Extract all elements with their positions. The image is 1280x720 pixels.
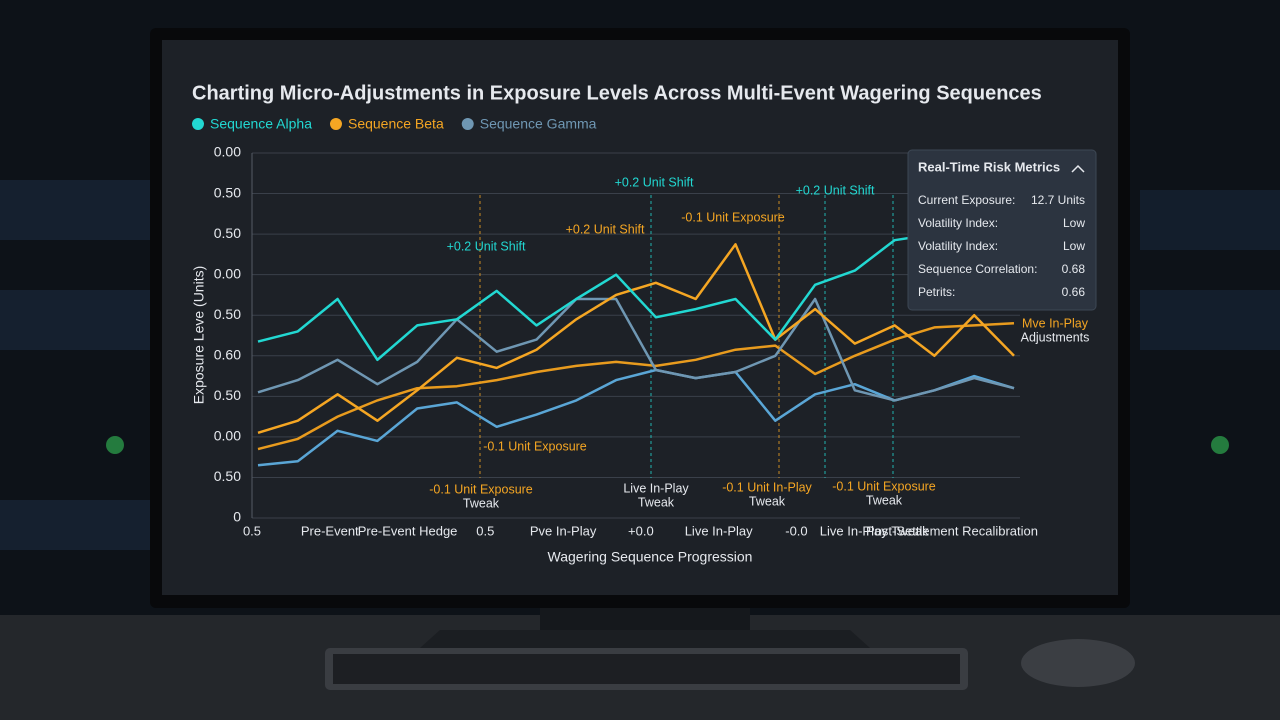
annotation: Mve In-Play: [1022, 316, 1089, 330]
annotation: Tweak: [749, 494, 786, 508]
legend-label: Sequence Gamma: [480, 116, 597, 132]
y-tick-label: 0.50: [214, 184, 241, 200]
metric-value: 12.7 Units: [1031, 193, 1085, 207]
x-tick-label: Live In-Play: [685, 523, 753, 538]
x-tick-label: 0.5: [243, 523, 261, 538]
series-line: [257, 297, 1015, 402]
x-tick-label: 0.5: [476, 523, 494, 538]
metric-label: Petrits:: [918, 285, 955, 299]
legend-label: Sequence Alpha: [210, 116, 312, 132]
metric-value: 0.68: [1062, 262, 1086, 276]
annotation: +0.2 Unit Shift: [566, 222, 645, 236]
y-tick-label: 0.50: [214, 387, 241, 403]
annotation: -0.1 Unit Exposure: [429, 482, 533, 496]
risk-panel: Real-Time Risk Metrics Current Exposure:…: [907, 149, 1097, 311]
metric-label: Volatility Index:: [918, 216, 998, 230]
metric-label: Sequence Correlation:: [918, 262, 1037, 276]
annotation: Adjustments: [1021, 330, 1090, 344]
annotation: Tweak: [638, 495, 675, 509]
panel-title: Real-Time Risk Metrics: [918, 159, 1060, 174]
legend-marker: [329, 118, 342, 130]
x-tick-label: Pre-Event: [301, 523, 359, 538]
series-line: [257, 322, 1015, 451]
y-tick-label: 0.50: [214, 468, 241, 484]
x-tick-label: Pve In-Play: [530, 523, 597, 538]
y-tick-label: 0.60: [214, 346, 241, 362]
annotation: -0.1 Unit Exposure: [681, 210, 785, 224]
annotation: +0.2 Unit Shift: [447, 239, 526, 253]
y-tick-label: 0.50: [214, 306, 241, 322]
y-tick-label: 0.50: [214, 225, 241, 241]
y-axis-title: Exposure Leve (Units): [191, 266, 207, 405]
annotation: Live In-Play: [623, 481, 689, 495]
x-axis-title: Wagering Sequence Progression: [548, 549, 753, 565]
metric-value: Low: [1063, 239, 1085, 253]
annotation: +0.2 Unit Shift: [615, 175, 694, 189]
y-tick-label: 0.00: [214, 428, 241, 444]
annotation: Tweak: [866, 493, 903, 507]
legend-marker: [461, 118, 474, 130]
x-tick-label: Pre-Event Hedge: [358, 523, 458, 538]
legend-marker: [192, 118, 204, 130]
metric-label: Volatility Index:: [918, 239, 998, 253]
series-line: [257, 243, 1015, 434]
y-tick-label: 0: [233, 509, 241, 525]
metric-label: Current Exposure:: [918, 193, 1015, 207]
x-tick-label: Post-Settlement Recalibration: [866, 523, 1038, 538]
x-tick-label: -0.0: [785, 523, 807, 538]
metric-value: Low: [1063, 216, 1085, 230]
annotation: -0.1 Unit In-Play: [722, 480, 812, 494]
series-line: [257, 232, 1015, 362]
annotation: -0.1 Unit Exposure: [483, 439, 587, 453]
screen: [162, 40, 1118, 595]
x-tick-label: Live In-Play Tweak: [820, 523, 929, 538]
metric-value: 0.66: [1062, 285, 1086, 299]
annotation: +0.2 Unit Shift: [796, 183, 875, 197]
y-tick-label: 0.00: [214, 265, 241, 281]
chart-title: Charting Micro-Adjustments in Exposure L…: [192, 82, 1042, 104]
annotation: -0.1 Unit Exposure: [832, 479, 936, 493]
legend-label: Sequence Beta: [348, 116, 444, 132]
y-tick-label: 0.00: [214, 144, 241, 160]
x-tick-label: +0.0: [628, 523, 654, 538]
collapse-icon[interactable]: [1071, 164, 1085, 173]
annotation: Tweak: [463, 496, 500, 510]
